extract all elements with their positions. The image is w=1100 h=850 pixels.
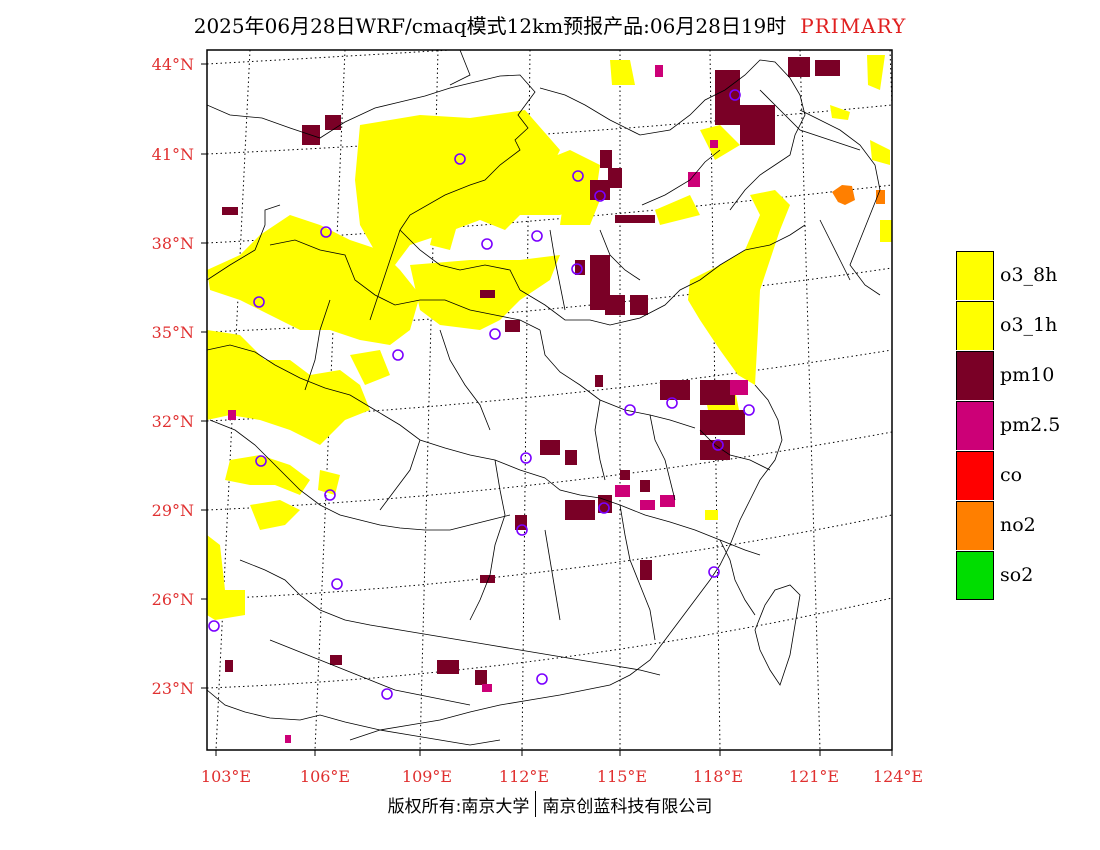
pm25-patches	[228, 65, 748, 743]
title-text: 2025年06月28日WRF/cmaq模式12km预报产品:06月28日19时	[193, 14, 787, 38]
legend-label: no2	[1000, 514, 1036, 536]
lon-label: 124°E	[873, 767, 923, 786]
map-frame	[206, 49, 893, 751]
lon-label: 103°E	[201, 767, 251, 786]
legend-label: so2	[1000, 564, 1034, 586]
legend-swatch	[956, 350, 994, 400]
pollutant-legend: o3_8h o3_1h pm10 pm2.5 co no2 so2	[956, 250, 1096, 600]
lat-label: 26°N	[152, 590, 194, 609]
legend-label: pm10	[1000, 364, 1055, 386]
map-title: 2025年06月28日WRF/cmaq模式12km预报产品:06月28日19时 …	[0, 10, 1100, 42]
lat-label: 44°N	[152, 55, 194, 74]
legend-item: pm10	[956, 350, 1096, 400]
legend-swatch	[956, 300, 994, 350]
boundary-lines	[207, 50, 881, 746]
footer-divider	[535, 791, 537, 817]
legend-item: o3_8h	[956, 250, 1096, 300]
legend-item: no2	[956, 500, 1096, 550]
legend-swatch	[956, 400, 994, 450]
lon-label: 106°E	[300, 767, 350, 786]
legend-swatch	[956, 450, 994, 500]
lat-label: 23°N	[152, 679, 194, 698]
longitude-labels: 103°E 106°E 109°E 112°E 115°E 118°E 121°…	[201, 767, 923, 786]
lon-label: 112°E	[499, 767, 549, 786]
copyright-footer: 版权所有:南京大学 南京创蓝科技有限公司	[340, 790, 760, 818]
legend-label: o3_8h	[1000, 264, 1058, 286]
lat-label: 32°N	[152, 412, 194, 431]
legend-item: so2	[956, 550, 1096, 600]
lon-label: 121°E	[789, 767, 839, 786]
city-markers	[208, 89, 755, 700]
legend-swatch	[956, 250, 994, 300]
legend-label: pm2.5	[1000, 414, 1061, 436]
lon-label: 115°E	[597, 767, 647, 786]
legend-swatch	[956, 500, 994, 550]
lat-label: 35°N	[152, 323, 194, 342]
lon-label: 109°E	[402, 767, 452, 786]
lat-label: 29°N	[152, 501, 194, 520]
legend-item: co	[956, 450, 1096, 500]
latitude-labels: 44°N 41°N 38°N 35°N 32°N 29°N 26°N 23°N	[152, 55, 194, 698]
o3-regions	[207, 55, 892, 620]
copyright-right: 南京创蓝科技有限公司	[542, 796, 713, 817]
legend-item: pm2.5	[956, 400, 1096, 450]
legend-swatch	[956, 550, 994, 600]
latitude-gridlines	[207, 50, 892, 689]
primary-tag: PRIMARY	[800, 14, 907, 38]
legend-label: o3_1h	[1000, 314, 1058, 336]
lon-label: 118°E	[693, 767, 743, 786]
no2-patches	[832, 185, 885, 205]
legend-item: o3_1h	[956, 300, 1096, 350]
axis-ticks	[201, 63, 893, 756]
legend-label: co	[1000, 464, 1023, 486]
map-content	[207, 50, 892, 750]
copyright-left: 版权所有:南京大学	[387, 796, 530, 817]
lat-label: 41°N	[152, 145, 194, 164]
lat-label: 38°N	[152, 234, 194, 253]
